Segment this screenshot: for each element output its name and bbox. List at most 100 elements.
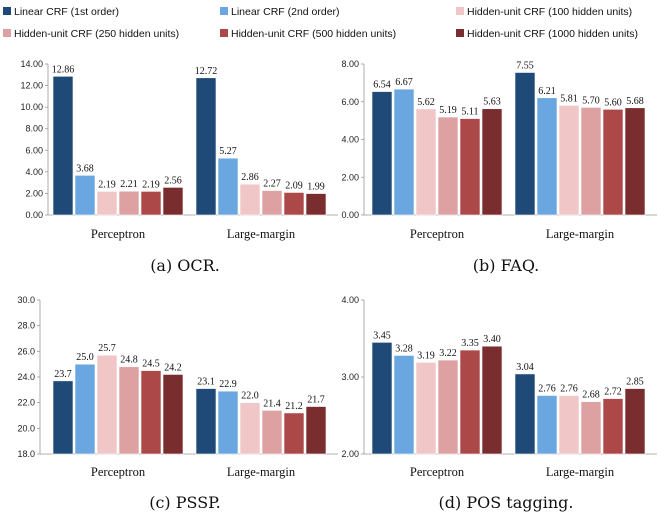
bar-value-label: 2.19 — [98, 179, 116, 190]
bar — [52, 75, 74, 216]
bar — [393, 355, 415, 455]
bar — [217, 390, 239, 455]
legend-item: Linear CRF (1st order) — [3, 6, 119, 18]
bar-value-label: 2.09 — [285, 180, 303, 191]
legend-swatch — [220, 7, 228, 15]
bar — [415, 108, 437, 216]
legend-item: Linear CRF (2nd order) — [220, 6, 340, 18]
y-tick-label: 22.0 — [17, 398, 35, 408]
bar — [261, 190, 283, 216]
bar — [558, 395, 580, 455]
bar-value-label: 25.0 — [76, 352, 94, 363]
bar-value-label: 3.04 — [516, 362, 534, 373]
bar-value-label: 5.63 — [483, 97, 501, 108]
legend-item: Hidden-unit CRF (1000 hidden units) — [456, 28, 638, 40]
legend-label: Linear CRF (2nd order) — [231, 6, 340, 18]
bar — [305, 406, 327, 455]
y-tick-label: 30.0 — [17, 295, 35, 305]
bar — [514, 373, 536, 455]
bar-value-label: 2.27 — [263, 179, 281, 190]
legend-swatch — [220, 29, 228, 37]
bar-value-label: 2.86 — [241, 172, 259, 183]
bar — [459, 118, 481, 216]
bar — [393, 88, 415, 216]
bar — [162, 187, 184, 216]
bar-value-label: 2.76 — [560, 383, 578, 394]
bar-value-label: 23.1 — [197, 377, 215, 388]
bar-value-label: 21.2 — [285, 401, 303, 412]
bar — [239, 402, 261, 455]
y-tick-label: 20.0 — [17, 423, 35, 433]
y-tick-label: 6.00 — [341, 97, 359, 107]
bar — [481, 345, 503, 455]
bar-value-label: 3.35 — [461, 338, 479, 349]
bar — [217, 157, 239, 216]
y-tick-label: 8.00 — [341, 59, 359, 69]
bar-value-label: 5.19 — [439, 105, 457, 116]
y-tick-label: 2.00 — [341, 449, 359, 459]
bar-value-label: 12.86 — [52, 64, 75, 75]
bar — [261, 410, 283, 455]
chart-caption: (b) FAQ. — [473, 256, 539, 275]
y-tick-label: 12.00 — [20, 81, 43, 91]
x-category-label: Perceptron — [410, 465, 465, 479]
legend-swatch — [456, 29, 464, 37]
y-tick-label: 10.00 — [20, 102, 43, 112]
y-tick-label: 4.00 — [25, 167, 43, 177]
bar — [74, 175, 96, 216]
chart-panel: 0.00 2.00 4.00 6.00 8.00 10.00 12.00 14.00 12.86… — [20, 59, 338, 275]
bar — [437, 116, 459, 216]
bar — [580, 107, 602, 216]
bar — [536, 97, 558, 216]
chart-panels: 0.00 2.00 4.00 6.00 8.00 10.00 12.00 14.00 12.86… — [17, 59, 657, 512]
bar — [602, 109, 624, 216]
bar-value-label: 22.0 — [241, 391, 259, 402]
bar — [283, 192, 305, 216]
bar-value-label: 3.19 — [417, 350, 435, 361]
bar — [558, 105, 580, 216]
chart-caption: (c) PSSP. — [149, 493, 221, 512]
bar — [140, 370, 162, 455]
bar-value-label: 5.60 — [604, 97, 622, 108]
legend-label: Hidden-unit CRF (500 hidden units) — [231, 28, 396, 40]
bar — [415, 362, 437, 455]
y-tick-label: 8.00 — [25, 124, 43, 134]
bar-value-label: 2.21 — [120, 179, 138, 190]
bar-value-label: 2.72 — [604, 387, 622, 398]
x-category-label: Perceptron — [91, 227, 146, 241]
bar-value-label: 7.55 — [516, 60, 534, 71]
bar — [305, 193, 327, 216]
bar-value-label: 3.28 — [395, 343, 413, 354]
bar-value-label: 5.68 — [626, 96, 644, 107]
y-tick-label: 0.00 — [25, 210, 43, 220]
chart-caption: (a) OCR. — [150, 256, 220, 275]
y-tick-label: 0.00 — [341, 210, 359, 220]
bar-value-label: 6.21 — [538, 86, 556, 97]
legend-item: Hidden-unit CRF (250 hidden units) — [3, 28, 179, 40]
bar — [195, 388, 217, 455]
legend-swatch — [3, 7, 11, 15]
bar — [140, 191, 162, 216]
y-tick-label: 26.0 — [17, 346, 35, 356]
chart-panel: 0.00 2.00 4.00 6.00 8.00 6.54 6.67 5.62 5.19 5.11… — [341, 59, 657, 275]
bar — [96, 191, 118, 216]
bar — [481, 108, 503, 216]
bar — [580, 401, 602, 455]
bar-value-label: 5.70 — [582, 95, 600, 106]
bar-value-label: 5.27 — [219, 146, 237, 157]
bar-value-label: 2.56 — [164, 175, 182, 186]
x-category-label: Large-margin — [546, 465, 615, 479]
legend-item: Hidden-unit CRF (100 hidden units) — [456, 6, 632, 18]
legend-label: Hidden-unit CRF (1000 hidden units) — [467, 28, 638, 40]
bar — [536, 395, 558, 455]
bar — [283, 412, 305, 455]
y-tick-label: 28.0 — [17, 321, 35, 331]
bar-value-label: 2.76 — [538, 383, 556, 394]
bar-value-label: 5.11 — [461, 107, 478, 118]
bar — [624, 107, 646, 216]
bar-value-label: 3.45 — [373, 330, 391, 341]
y-tick-label: 2.00 — [25, 188, 43, 198]
bar-value-label: 23.7 — [54, 369, 72, 380]
x-category-label: Perceptron — [91, 465, 146, 479]
